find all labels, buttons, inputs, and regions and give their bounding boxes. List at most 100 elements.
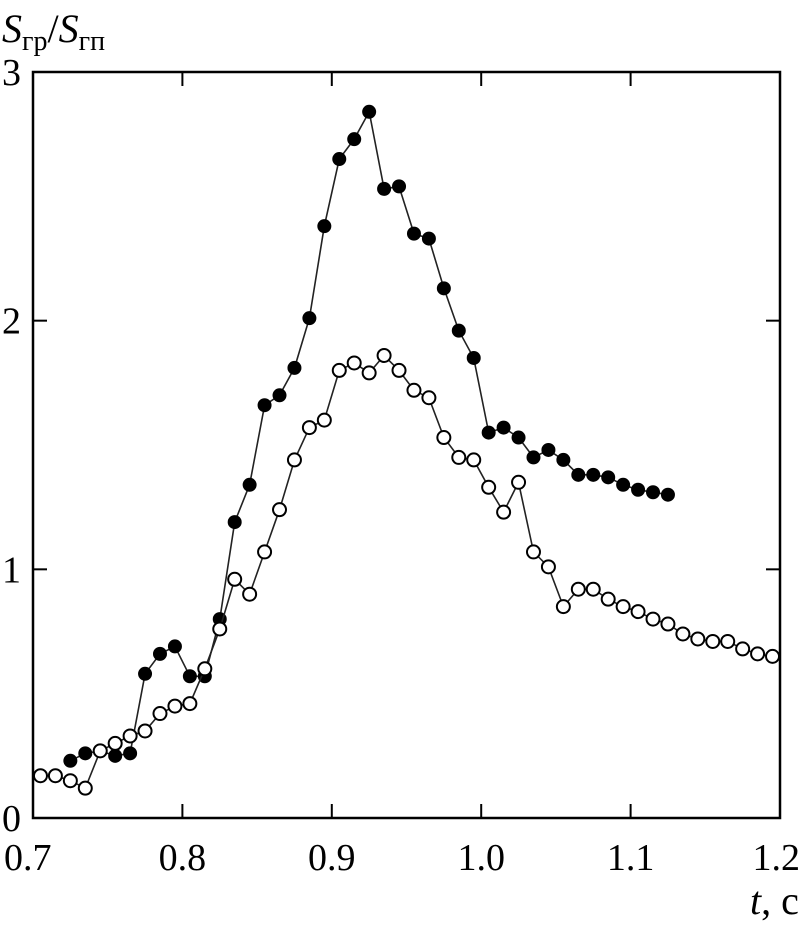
data-point-open (272, 502, 288, 518)
data-point-open (32, 768, 48, 784)
x-axis-title: t, с (750, 878, 799, 923)
data-point-filled (123, 746, 138, 761)
data-point-filled (302, 311, 317, 326)
data-point-filled (436, 281, 451, 296)
data-point-open (331, 362, 347, 378)
data-point-filled (511, 430, 526, 445)
data-point-open (107, 735, 123, 751)
data-point-open (182, 696, 198, 712)
y-tick-label: 2 (2, 301, 21, 343)
series-1 (63, 104, 675, 768)
series-line (70, 109, 669, 762)
data-point-open (735, 641, 751, 657)
data-point-filled (108, 748, 123, 763)
data-point-filled (272, 388, 287, 403)
data-point-open (585, 581, 601, 597)
data-point-open (227, 571, 243, 587)
data-point-open (540, 559, 556, 575)
data-point-open (316, 412, 332, 428)
data-point-filled (317, 219, 332, 234)
data-point-open (77, 780, 93, 796)
data-point-filled (496, 420, 511, 435)
data-point-open (451, 449, 467, 465)
series-2 (32, 347, 781, 796)
x-tick-label: 1.2 (753, 837, 801, 879)
data-point-open (720, 633, 736, 649)
data-point-filled (631, 482, 646, 497)
data-point-open (496, 504, 512, 520)
data-point-filled (646, 485, 661, 500)
data-point-open (212, 621, 228, 637)
data-point-open (47, 768, 63, 784)
data-point-open (361, 365, 377, 381)
data-point-open (286, 452, 302, 468)
data-point-open (481, 479, 497, 495)
data-point-filled (601, 470, 616, 485)
data-point-filled (392, 179, 407, 194)
data-point-filled (167, 639, 182, 654)
x-tick-label: 1.1 (607, 837, 655, 879)
data-point-filled (421, 231, 436, 246)
data-point-open (406, 382, 422, 398)
series-line (40, 354, 773, 790)
y-axis-title: Sгр/Sгп (2, 6, 105, 57)
y-tick-label: 1 (2, 549, 21, 591)
data-point-open (167, 698, 183, 714)
data-point-filled (63, 753, 78, 768)
data-point-open (750, 646, 766, 662)
data-point-filled (451, 323, 466, 338)
data-point-open (436, 430, 452, 446)
data-point-filled (660, 487, 675, 502)
series-layer (32, 104, 781, 796)
data-point-open (615, 599, 631, 615)
data-point-open (301, 420, 317, 436)
data-point-filled (526, 450, 541, 465)
data-point-open (152, 706, 168, 722)
data-point-filled (377, 181, 392, 196)
data-point-filled (152, 646, 167, 661)
x-tick-label: 0.7 (4, 837, 52, 879)
data-point-filled (257, 398, 272, 413)
x-tick-label: 0.8 (159, 837, 207, 879)
data-point-open (137, 723, 153, 739)
data-point-open (525, 544, 541, 560)
data-point-open (660, 616, 676, 632)
data-point-open (122, 728, 138, 744)
data-point-open (675, 626, 691, 642)
tick-labels: 0.7 0.8 0.9 1.0 1.1 1.2 0 1 2 3 (2, 52, 800, 879)
data-point-open (511, 474, 527, 490)
data-point-filled (616, 477, 631, 492)
data-point-filled (362, 104, 377, 119)
data-point-filled (466, 350, 481, 365)
data-point-filled (138, 666, 153, 681)
data-point-filled (242, 477, 257, 492)
data-point-filled (571, 467, 586, 482)
data-point-filled (347, 132, 362, 147)
data-point-filled (227, 515, 242, 530)
data-point-open (346, 355, 362, 371)
data-point-open (765, 648, 781, 664)
data-point-open (600, 591, 616, 607)
data-point-open (197, 661, 213, 677)
data-point-open (376, 347, 392, 363)
plot-frame (31, 70, 782, 820)
data-point-filled (182, 669, 197, 684)
data-point-filled (78, 746, 93, 761)
data-point-open (705, 633, 721, 649)
data-point-filled (287, 360, 302, 375)
data-point-open (62, 773, 78, 789)
data-point-filled (332, 152, 347, 167)
data-point-open (645, 611, 661, 627)
y-tick-label: 3 (2, 52, 21, 94)
data-point-open (570, 581, 586, 597)
data-point-open (466, 452, 482, 468)
axis-ticks (32, 71, 781, 819)
y-tick-label: 0 (2, 798, 21, 840)
x-tick-label: 1.0 (457, 837, 505, 879)
data-point-open (257, 544, 273, 560)
data-point-open (242, 586, 258, 602)
data-point-open (555, 599, 571, 615)
data-point-filled (481, 425, 496, 440)
data-point-open (630, 604, 646, 620)
